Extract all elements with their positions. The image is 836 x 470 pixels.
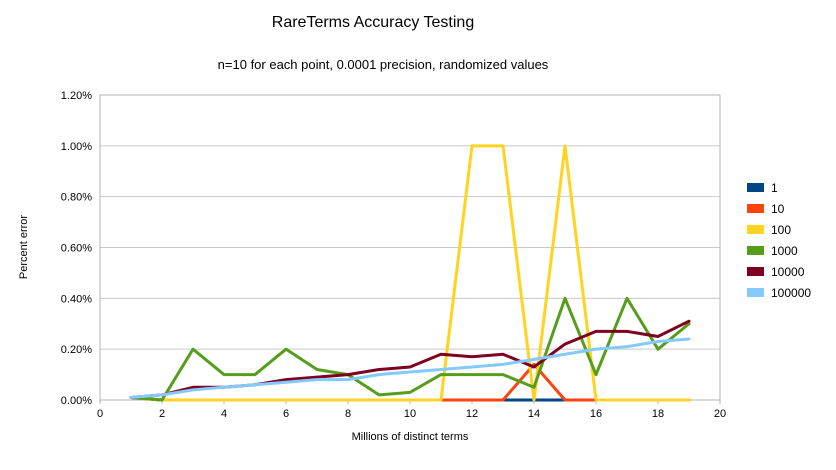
x-tick-label: 0: [97, 408, 103, 420]
x-tick-label: 2: [159, 408, 165, 420]
legend-swatch: [747, 267, 764, 276]
x-tick-label: 8: [345, 408, 351, 420]
legend-label: 100000: [771, 285, 812, 300]
legend-item-10: 10: [747, 200, 811, 217]
series-line-10: [129, 362, 691, 402]
y-tick-label: 0.60%: [61, 243, 92, 255]
y-tick-label: 0.00%: [61, 395, 92, 407]
x-tick-label: 12: [466, 408, 478, 420]
legend-label: 100: [771, 222, 792, 237]
y-tick-label: 1.20%: [61, 90, 92, 102]
legend-swatch: [747, 225, 764, 234]
chart-title: RareTerms Accuracy Testing: [271, 14, 475, 31]
x-tick-label: 14: [528, 408, 540, 420]
series-line-10000: [129, 319, 691, 399]
legend-swatch: [747, 288, 764, 297]
legend-item-100000: 100000: [747, 284, 811, 301]
series-line-100000: [129, 337, 691, 399]
legend-swatch: [747, 183, 764, 192]
legend-swatch: [747, 246, 764, 255]
legend-label: 10: [771, 201, 785, 216]
x-tick-label: 20: [714, 408, 726, 420]
legend-label: 1: [771, 180, 778, 195]
x-tick-label: 4: [221, 408, 227, 420]
x-tick-label: 18: [652, 408, 664, 420]
y-tick-label: 0.80%: [61, 192, 92, 204]
series-line-1000: [129, 296, 691, 402]
x-axis-title: Millions of distinct terms: [351, 431, 469, 443]
legend-item-1: 1: [747, 179, 811, 196]
series-line-100: [129, 144, 691, 402]
chart-subtitle: n=10 for each point, 0.0001 precision, r…: [217, 57, 549, 72]
legend: 1 10 100 1000 10000 100000: [747, 179, 811, 301]
y-tick-label: 1.00%: [61, 141, 92, 153]
legend-label: 10000: [771, 264, 805, 279]
legend-item-10000: 10000: [747, 263, 811, 280]
x-tick-label: 10: [404, 408, 416, 420]
legend-label: 1000: [771, 243, 798, 258]
legend-swatch: [747, 204, 764, 213]
legend-item-100: 100: [747, 221, 811, 238]
x-tick-label: 6: [283, 408, 289, 420]
legend-item-1000: 1000: [747, 242, 811, 259]
x-tick-label: 16: [590, 408, 602, 420]
y-tick-label: 0.20%: [61, 344, 92, 356]
y-tick-label: 0.40%: [61, 293, 92, 305]
